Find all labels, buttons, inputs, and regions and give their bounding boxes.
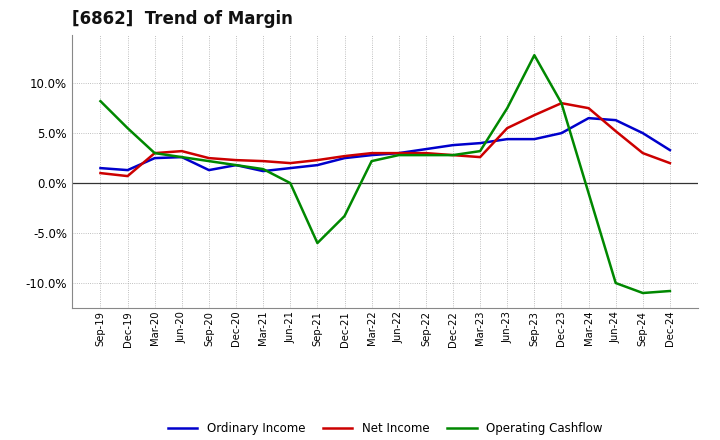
Net Income (665, 161, 674, 166)
Net Income (341, 154, 349, 159)
Operating Cashflow (665, 288, 674, 293)
Ordinary Income (557, 131, 566, 136)
Ordinary Income (150, 155, 159, 161)
Net Income (367, 150, 376, 156)
Net Income (123, 173, 132, 179)
Operating Cashflow (476, 148, 485, 154)
Operating Cashflow (557, 100, 566, 106)
Operating Cashflow (611, 280, 620, 286)
Operating Cashflow (421, 153, 430, 158)
Ordinary Income (530, 136, 539, 142)
Line: Net Income: Net Income (101, 103, 670, 176)
Ordinary Income (639, 131, 647, 136)
Net Income (611, 128, 620, 134)
Net Income (557, 100, 566, 106)
Net Income (476, 154, 485, 160)
Operating Cashflow (178, 154, 186, 160)
Net Income (96, 170, 105, 176)
Net Income (639, 150, 647, 156)
Ordinary Income (178, 154, 186, 160)
Net Income (449, 153, 457, 158)
Ordinary Income (367, 153, 376, 158)
Operating Cashflow (286, 180, 294, 186)
Ordinary Income (611, 117, 620, 123)
Line: Operating Cashflow: Operating Cashflow (101, 55, 670, 293)
Operating Cashflow (204, 158, 213, 164)
Operating Cashflow (530, 52, 539, 58)
Ordinary Income (313, 162, 322, 168)
Ordinary Income (421, 147, 430, 152)
Ordinary Income (476, 140, 485, 146)
Operating Cashflow (341, 213, 349, 219)
Net Income (204, 155, 213, 161)
Net Income (286, 161, 294, 166)
Ordinary Income (96, 165, 105, 171)
Ordinary Income (503, 136, 511, 142)
Operating Cashflow (395, 153, 403, 158)
Ordinary Income (123, 168, 132, 173)
Operating Cashflow (259, 166, 268, 172)
Ordinary Income (395, 150, 403, 156)
Ordinary Income (449, 143, 457, 148)
Ordinary Income (584, 115, 593, 121)
Net Income (178, 148, 186, 154)
Ordinary Income (232, 162, 240, 168)
Net Income (584, 106, 593, 111)
Operating Cashflow (639, 290, 647, 296)
Net Income (232, 158, 240, 163)
Ordinary Income (259, 169, 268, 174)
Ordinary Income (665, 147, 674, 153)
Line: Ordinary Income: Ordinary Income (101, 118, 670, 171)
Ordinary Income (341, 155, 349, 161)
Legend: Ordinary Income, Net Income, Operating Cashflow: Ordinary Income, Net Income, Operating C… (163, 418, 608, 440)
Net Income (259, 158, 268, 164)
Net Income (530, 113, 539, 118)
Operating Cashflow (313, 240, 322, 246)
Net Income (150, 150, 159, 156)
Operating Cashflow (367, 158, 376, 164)
Operating Cashflow (584, 191, 593, 196)
Net Income (395, 150, 403, 156)
Operating Cashflow (96, 99, 105, 104)
Ordinary Income (204, 168, 213, 173)
Operating Cashflow (232, 162, 240, 168)
Net Income (313, 158, 322, 163)
Operating Cashflow (503, 106, 511, 111)
Text: [6862]  Trend of Margin: [6862] Trend of Margin (72, 10, 293, 28)
Operating Cashflow (449, 153, 457, 158)
Ordinary Income (286, 165, 294, 171)
Net Income (421, 150, 430, 156)
Operating Cashflow (150, 150, 159, 156)
Net Income (503, 125, 511, 131)
Operating Cashflow (123, 125, 132, 131)
